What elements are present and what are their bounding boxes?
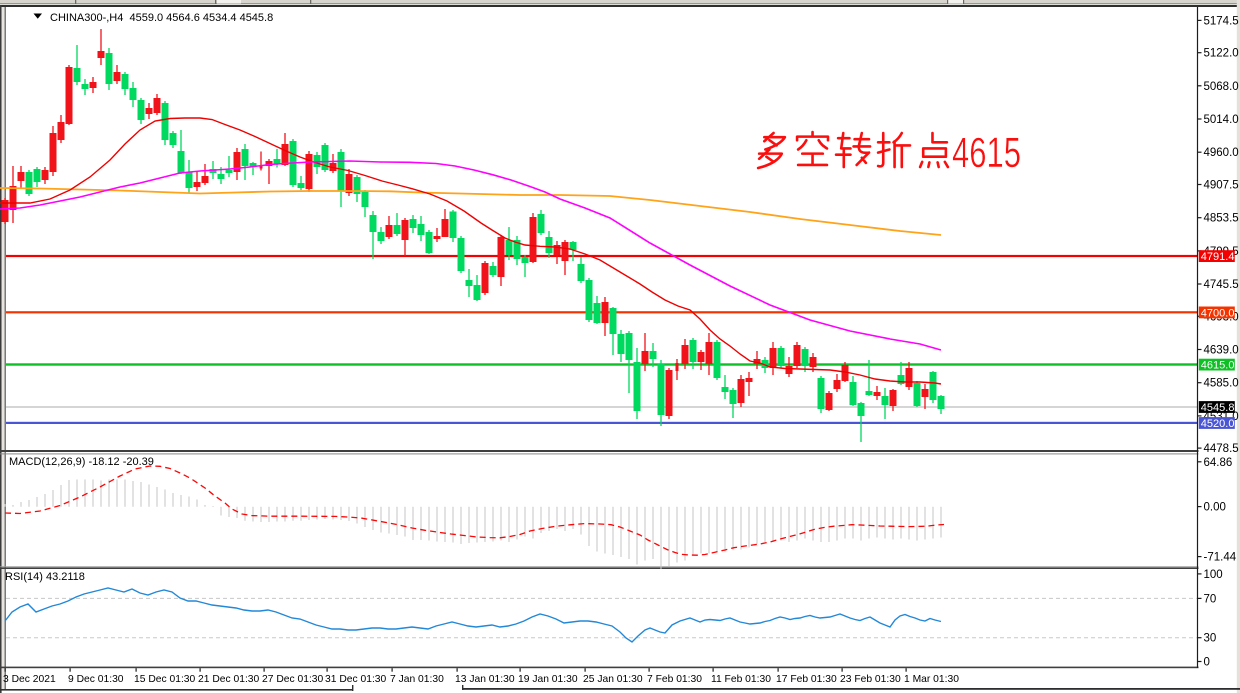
svg-text:15 Dec 01:30: 15 Dec 01:30: [134, 674, 196, 685]
svg-text:70: 70: [1204, 593, 1217, 605]
svg-text:4745.5: 4745.5: [1204, 279, 1239, 291]
svg-text:4478.5: 4478.5: [1204, 443, 1239, 455]
svg-text:13 Jan 01:30: 13 Jan 01:30: [455, 674, 515, 685]
svg-text:5122.0: 5122.0: [1204, 48, 1239, 60]
svg-text:4639.0: 4639.0: [1204, 345, 1239, 357]
svg-text:RSI(14) 43.2118: RSI(14) 43.2118: [5, 571, 85, 583]
svg-text:-71.44: -71.44: [1204, 552, 1237, 564]
svg-text:4853.5: 4853.5: [1204, 213, 1239, 225]
svg-text:4585.0: 4585.0: [1204, 378, 1239, 390]
svg-text:100: 100: [1204, 569, 1223, 581]
svg-text:5068.0: 5068.0: [1204, 81, 1239, 93]
svg-text:27 Dec 01:30: 27 Dec 01:30: [262, 674, 324, 685]
svg-text:17 Feb 01:30: 17 Feb 01:30: [776, 674, 837, 685]
svg-text:30: 30: [1204, 633, 1217, 645]
svg-text:11 Feb 01:30: 11 Feb 01:30: [711, 674, 771, 685]
svg-text:7 Feb 01:30: 7 Feb 01:30: [647, 674, 702, 685]
svg-text:5174.5: 5174.5: [1204, 15, 1239, 27]
svg-text:1 Mar 01:30: 1 Mar 01:30: [904, 674, 959, 685]
svg-text:3 Dec 2021: 3 Dec 2021: [3, 674, 56, 685]
svg-text:0: 0: [1204, 657, 1210, 669]
svg-text:21 Dec 01:30: 21 Dec 01:30: [198, 674, 260, 685]
svg-text:31 Dec 01:30: 31 Dec 01:30: [325, 674, 387, 685]
svg-text:25 Jan 01:30: 25 Jan 01:30: [583, 674, 643, 685]
svg-text:CHINA300-,H4 4559.0 4564.6 45: CHINA300-,H4 4559.0 4564.6 4534.4 4545.8: [50, 12, 273, 24]
svg-text:64.86: 64.86: [1204, 457, 1233, 469]
svg-text:4615.0: 4615.0: [1201, 360, 1235, 372]
svg-text:19 Jan 01:30: 19 Jan 01:30: [518, 674, 578, 685]
svg-text:4615: 4615: [952, 128, 1021, 176]
svg-text:5014.0: 5014.0: [1204, 114, 1239, 126]
svg-text:4907.5: 4907.5: [1204, 180, 1239, 192]
svg-text:4520.0: 4520.0: [1201, 418, 1235, 430]
svg-text:4960.0: 4960.0: [1204, 147, 1239, 159]
svg-text:0.00: 0.00: [1204, 502, 1226, 514]
svg-text:9 Dec 01:30: 9 Dec 01:30: [68, 674, 124, 685]
svg-text:23 Feb 01:30: 23 Feb 01:30: [840, 674, 901, 685]
svg-text:4545.8: 4545.8: [1201, 402, 1235, 414]
svg-text:MACD(12,26,9) -18.12 -20.39: MACD(12,26,9) -18.12 -20.39: [9, 456, 154, 468]
svg-text:4700.0: 4700.0: [1201, 308, 1235, 320]
svg-text:7 Jan 01:30: 7 Jan 01:30: [390, 674, 444, 685]
svg-text:4791.4: 4791.4: [1201, 251, 1235, 263]
